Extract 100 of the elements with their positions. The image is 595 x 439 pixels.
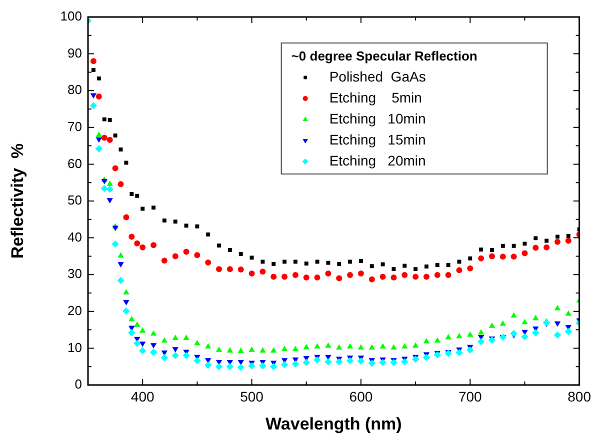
point [90,102,98,110]
point [346,357,354,364]
point [182,352,190,360]
point [123,300,130,306]
point [172,334,178,340]
point [368,276,375,282]
point [534,236,538,240]
legend-label: Etching 15min [329,131,426,148]
point [337,262,342,266]
y-tick-label: 80 [68,82,82,98]
point [554,238,560,245]
point [140,244,146,250]
point [172,347,178,353]
point [162,218,166,222]
point [478,255,484,262]
point [348,260,352,264]
point [554,321,561,327]
point [183,334,190,340]
point [238,252,243,256]
point [123,289,130,294]
point [357,357,365,365]
point [112,240,119,248]
point [270,274,277,280]
point [150,343,157,348]
point [135,194,140,198]
point [315,260,320,264]
point [324,358,332,366]
point [532,314,539,320]
point [512,244,516,248]
y-tick-label: 90 [68,45,82,60]
point [161,258,168,264]
point [554,304,561,310]
point [532,329,540,336]
point [456,267,462,274]
point [161,337,168,343]
point [303,344,310,350]
point [161,350,168,356]
point [500,254,506,260]
point [215,363,223,370]
point [380,343,386,349]
point [128,329,136,336]
y-tick-label: 40 [68,229,82,244]
point [490,248,494,252]
point [346,343,354,349]
point [500,244,505,248]
x-tick-label: 400 [130,388,154,404]
point [150,330,157,336]
point [101,178,108,184]
point [260,268,266,275]
point [226,347,234,353]
point [95,145,103,152]
point [457,260,462,264]
point [390,274,397,281]
point [479,248,484,252]
point [150,348,158,356]
point [292,346,299,352]
y-tick-label: 30 [68,266,82,282]
y-axis-title: Reflectivity % [8,143,27,259]
point [194,340,200,346]
point [522,250,528,256]
x-tick-label: 500 [240,388,264,404]
point [259,362,266,370]
x-tick-label: 600 [349,388,373,404]
point [183,248,190,255]
point [237,364,244,371]
point [510,254,517,260]
point [566,234,570,238]
point [101,134,108,141]
point [270,363,278,370]
point [112,165,118,172]
point [195,224,200,228]
point [336,344,342,350]
point [102,117,106,122]
point [112,226,118,232]
point [134,240,140,246]
point [370,264,374,268]
point [152,206,156,210]
point [173,220,178,224]
point [250,256,254,260]
point [106,186,114,193]
point [390,344,397,350]
point [206,232,210,236]
point [134,321,140,327]
point [390,358,398,366]
point [282,274,288,280]
point [379,358,386,366]
point [358,259,363,263]
point [468,256,472,260]
point [226,363,234,370]
point [108,118,112,122]
y-tick-label: 100 [60,8,82,24]
point [336,358,343,366]
point [510,312,517,318]
x-tick-label: 700 [458,388,482,404]
point [434,337,440,343]
point [117,276,124,284]
point [96,76,101,80]
point [358,270,364,276]
point [456,349,463,356]
point [314,274,320,281]
